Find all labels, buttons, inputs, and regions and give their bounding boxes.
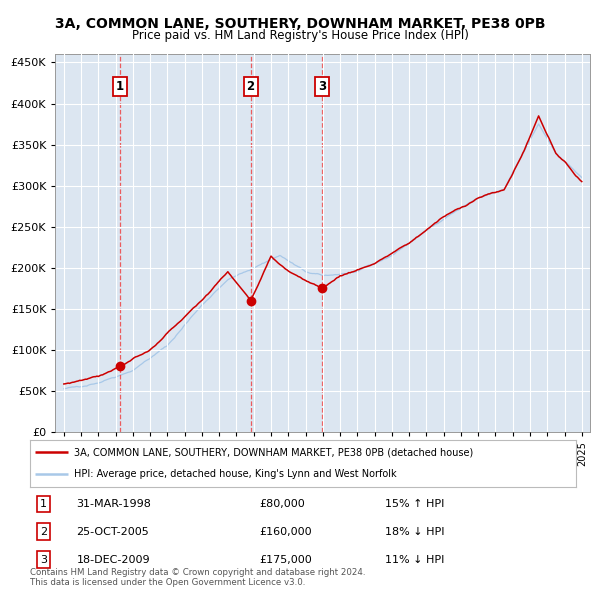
Text: Price paid vs. HM Land Registry's House Price Index (HPI): Price paid vs. HM Land Registry's House … [131,30,469,42]
Text: £160,000: £160,000 [259,527,312,536]
Text: £80,000: £80,000 [259,499,305,509]
Text: 1: 1 [116,80,124,93]
Text: 18-DEC-2009: 18-DEC-2009 [76,555,150,565]
Text: 3: 3 [318,80,326,93]
Text: 18% ↓ HPI: 18% ↓ HPI [385,527,445,536]
Text: £175,000: £175,000 [259,555,312,565]
Text: 2: 2 [40,527,47,536]
Text: 25-OCT-2005: 25-OCT-2005 [76,527,149,536]
Text: 1: 1 [40,499,47,509]
Text: 2: 2 [247,80,254,93]
Text: HPI: Average price, detached house, King's Lynn and West Norfolk: HPI: Average price, detached house, King… [74,469,397,479]
Text: Contains HM Land Registry data © Crown copyright and database right 2024.
This d: Contains HM Land Registry data © Crown c… [30,568,365,587]
Text: 15% ↑ HPI: 15% ↑ HPI [385,499,444,509]
Text: 11% ↓ HPI: 11% ↓ HPI [385,555,444,565]
Text: 3A, COMMON LANE, SOUTHERY, DOWNHAM MARKET, PE38 0PB: 3A, COMMON LANE, SOUTHERY, DOWNHAM MARKE… [55,17,545,31]
Text: 3A, COMMON LANE, SOUTHERY, DOWNHAM MARKET, PE38 0PB (detached house): 3A, COMMON LANE, SOUTHERY, DOWNHAM MARKE… [74,447,473,457]
Text: 31-MAR-1998: 31-MAR-1998 [76,499,151,509]
Text: 3: 3 [40,555,47,565]
